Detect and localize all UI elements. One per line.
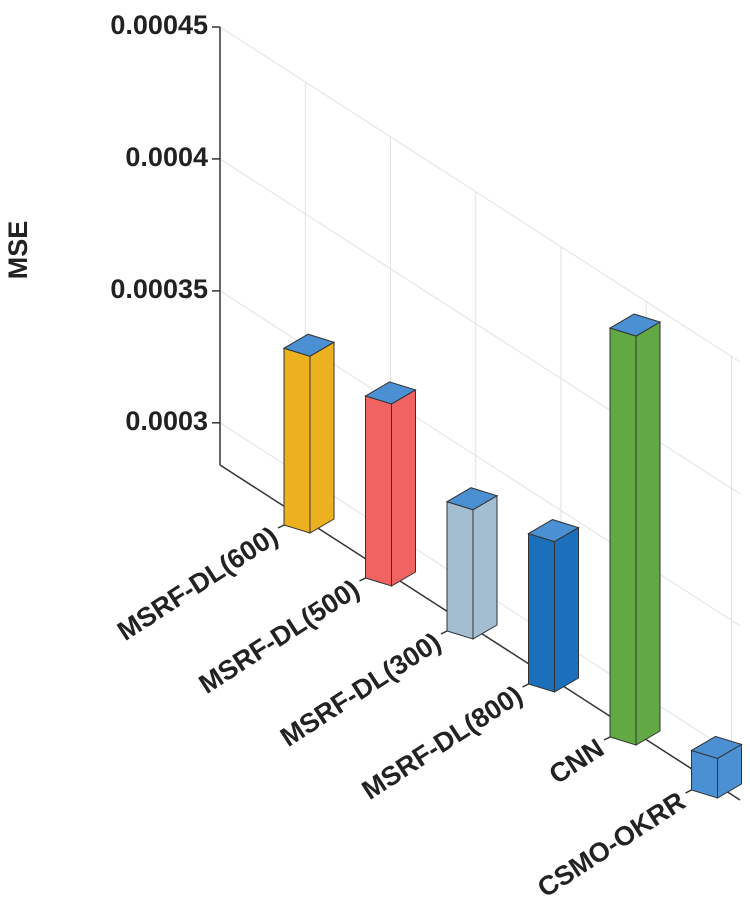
x-tick <box>277 524 285 529</box>
bar-top <box>527 519 580 543</box>
bar-top <box>282 333 336 357</box>
x-tick-label: CNN <box>544 733 609 790</box>
x-tick-label: MSRF-DL(500) <box>194 574 365 700</box>
bar-front <box>446 501 474 640</box>
x-tick-label: MSRF-DL(600) <box>112 521 283 647</box>
bar-side <box>309 341 335 534</box>
bar-top <box>608 313 662 337</box>
y-tick-label: 0.0003 <box>125 406 208 436</box>
bar-side <box>635 321 661 746</box>
bar-top <box>690 735 743 759</box>
x-tick-label: CSMO-OKRR <box>532 786 690 903</box>
y-axis-label: MSE <box>3 221 33 280</box>
bar-front <box>528 532 555 693</box>
x-tick <box>603 736 611 741</box>
bar-front <box>365 395 392 587</box>
x-tick-label: MSRF-DL(800) <box>357 680 528 806</box>
y-tick-label: 0.00045 <box>110 10 208 40</box>
x-tick <box>359 577 366 582</box>
x-tick-label: MSRF-DL(300) <box>275 627 446 753</box>
bar-side <box>391 389 416 587</box>
bar-side <box>554 526 579 693</box>
x-tick <box>522 683 529 688</box>
y-tick-label: 0.00035 <box>110 274 208 304</box>
y-tick-label: 0.0004 <box>125 142 208 172</box>
bar-front <box>609 327 637 746</box>
x-tick <box>440 630 448 635</box>
bar-top <box>364 381 417 405</box>
bar-side <box>472 494 498 640</box>
bar-front <box>283 347 311 534</box>
bar-top <box>445 487 499 511</box>
grid-line <box>219 26 741 363</box>
x-tick <box>685 789 692 794</box>
